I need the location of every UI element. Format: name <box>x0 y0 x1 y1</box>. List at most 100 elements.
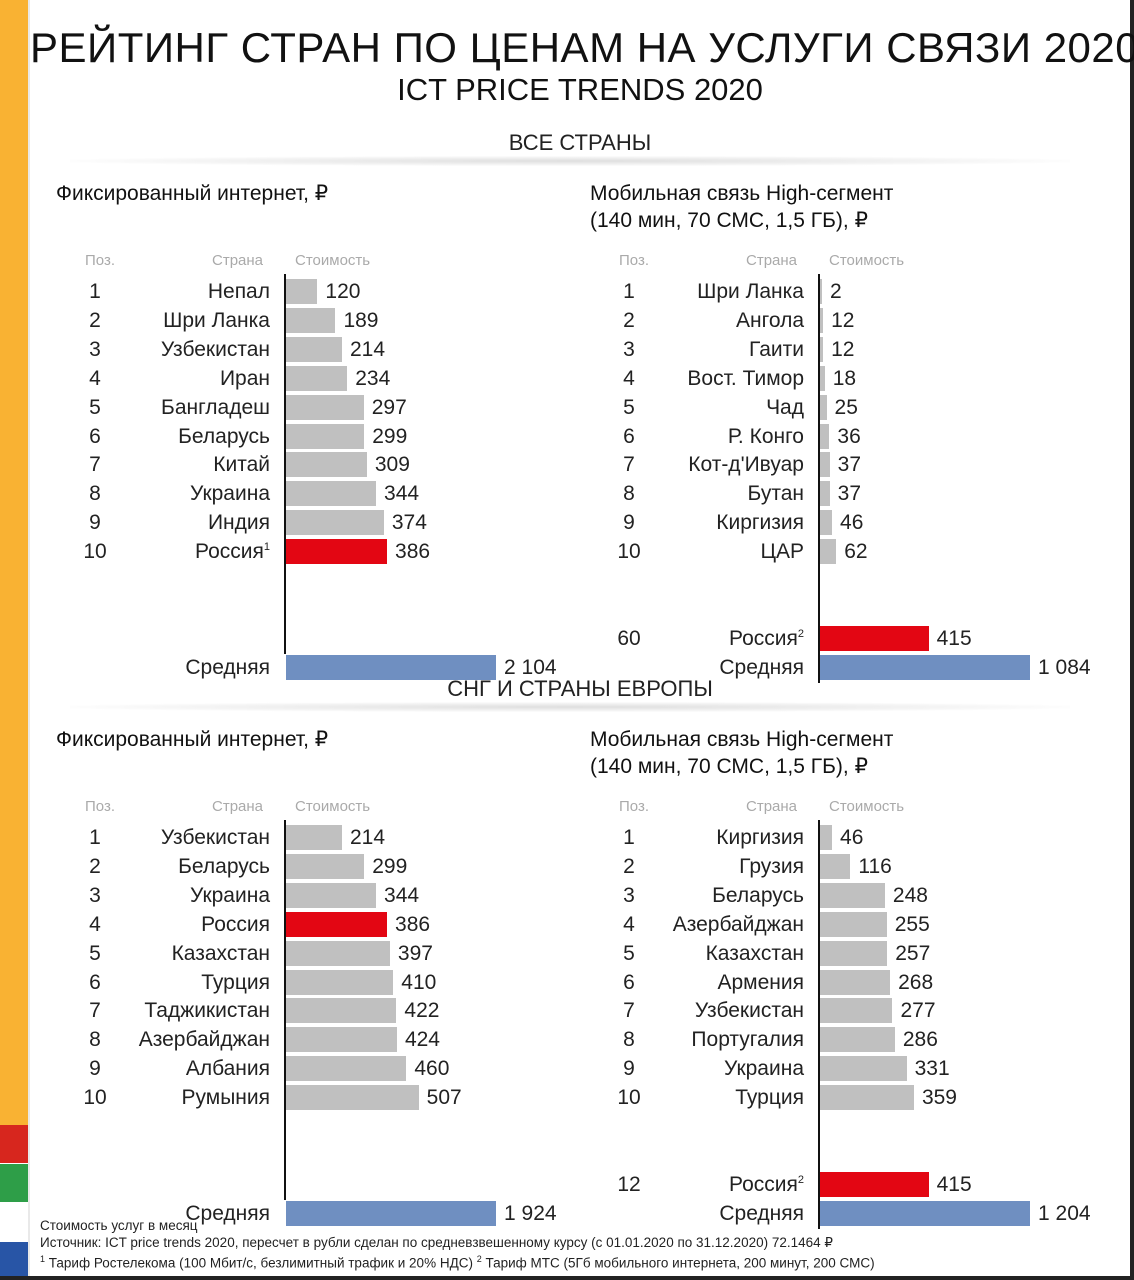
footnote-mts: Тариф МТС (5Гб мобильного интернета, 200… <box>481 1255 875 1271</box>
country-name: Армения <box>717 970 804 994</box>
country-name: Беларусь <box>178 854 270 878</box>
country-name: Россия <box>201 912 270 936</box>
bar-value-label: 46 <box>840 826 864 849</box>
bar <box>820 853 851 879</box>
country-label: Украина <box>70 884 270 908</box>
bar <box>820 940 888 966</box>
row-position: 2 <box>623 854 635 878</box>
bar <box>820 969 891 995</box>
section-heading-all: ВСЕ СТРАНЫ <box>508 130 652 155</box>
row-position: 9 <box>623 511 635 535</box>
bar <box>820 1056 907 1082</box>
footnotes: Стоимость услуг в месяц Источник: ICT pr… <box>40 1218 875 1272</box>
row-position: 9 <box>623 1057 635 1081</box>
bar <box>286 882 377 908</box>
country-label: Украина <box>70 482 270 506</box>
bar-value-label: 214 <box>350 337 386 361</box>
bar-value-label: 344 <box>384 883 420 907</box>
country-label: Россия1 <box>70 540 270 564</box>
row-position: 2 <box>89 854 101 878</box>
bar-value-label: 62 <box>844 540 868 564</box>
bar <box>820 279 822 304</box>
bar-value-label: 415 <box>936 626 972 650</box>
chart-axis <box>284 820 286 1200</box>
column-header-pos: Поз. <box>85 798 115 815</box>
row-position: 5 <box>623 941 635 965</box>
country-name: Узбекистан <box>160 826 270 849</box>
bar-value-label: 410 <box>401 970 437 994</box>
country-name: Ангола <box>736 308 804 332</box>
row-position: 6 <box>89 424 101 448</box>
bar <box>820 1027 895 1053</box>
average-label: Средняя <box>70 1202 270 1226</box>
footnote-mark: 1 <box>263 541 270 554</box>
bar <box>286 1027 397 1053</box>
country-name: Таджикистан <box>144 999 270 1023</box>
country-label: Турция <box>70 971 270 995</box>
footnote-mark: 2 <box>797 627 804 640</box>
bar-value-label: 46 <box>840 511 864 535</box>
row-position: 5 <box>623 395 635 419</box>
bar-value-label: 331 <box>914 1057 950 1081</box>
country-name: Непал <box>207 280 270 303</box>
country-label: Индия <box>70 511 270 535</box>
bar <box>820 510 833 536</box>
row-position: 7 <box>623 453 635 477</box>
chart-axis <box>284 274 286 654</box>
bar-value-label: 297 <box>371 395 407 419</box>
country-label: Украина <box>604 1057 804 1081</box>
country-label: Бангладеш <box>70 396 270 420</box>
chart-axis <box>818 820 820 1229</box>
country-label: Беларусь <box>604 884 804 908</box>
country-label: Кот-д'Ивуар <box>604 453 804 477</box>
bar-value-label: 18 <box>832 366 857 390</box>
bar-value-label: 286 <box>902 1028 938 1052</box>
frame-bottom-edge <box>0 1276 1134 1280</box>
country-name: Россия <box>195 540 264 564</box>
country-label: Албания <box>70 1057 270 1081</box>
bar <box>286 365 348 391</box>
bar <box>286 452 367 478</box>
bar <box>820 481 830 507</box>
footnote-rostelecom: Тариф Ростелекома (100 Мбит/с, безлимитн… <box>45 1255 477 1271</box>
country-label: Узбекистан <box>70 338 270 362</box>
bar-value-label: 507 <box>426 1086 462 1110</box>
bar-value-label: 309 <box>374 453 410 477</box>
country-name: Украина <box>724 1057 804 1081</box>
country-label: Армения <box>604 971 804 995</box>
average-bar <box>286 654 496 680</box>
frame-right-edge <box>1130 0 1134 1280</box>
bar <box>286 394 364 420</box>
country-label: ЦАР <box>604 540 804 564</box>
country-name: Португалия <box>691 1028 804 1052</box>
country-label: Киргизия <box>604 511 804 535</box>
row-position: 8 <box>89 482 101 506</box>
country-name: Беларусь <box>712 883 804 907</box>
bar-value-label: 299 <box>372 424 408 448</box>
row-position: 8 <box>623 1028 635 1052</box>
bar-value-label: 2 <box>830 280 842 303</box>
bar-value-label: 386 <box>395 540 431 564</box>
column-header-pos: Поз. <box>85 252 115 269</box>
country-name: Казахстан <box>171 941 270 965</box>
country-label: Чад <box>604 396 804 420</box>
row-position: 1 <box>623 280 635 303</box>
row-position: 9 <box>89 1057 101 1081</box>
country-name: Киргизия <box>716 826 804 849</box>
side-stripe <box>0 0 28 1125</box>
bar <box>820 423 830 449</box>
column-header-country: Страна <box>746 252 798 269</box>
country-name: Азербайджан <box>138 1028 270 1052</box>
country-name: Узбекистан <box>694 999 804 1023</box>
row-position: 60 <box>617 626 641 650</box>
country-label: Иран <box>70 367 270 391</box>
average-label: Средняя <box>604 656 804 680</box>
bar-value-label: 1 084 <box>1038 655 1091 679</box>
country-name: Грузия <box>739 854 804 878</box>
row-position: 10 <box>617 1086 641 1110</box>
bar-value-label: 424 <box>404 1028 440 1052</box>
section-heading-cis-europe: СНГ И СТРАНЫ ЕВРОПЫ <box>447 676 713 701</box>
country-name: Казахстан <box>705 941 804 965</box>
bar <box>820 825 833 850</box>
column-header-pos: Поз. <box>619 798 649 815</box>
